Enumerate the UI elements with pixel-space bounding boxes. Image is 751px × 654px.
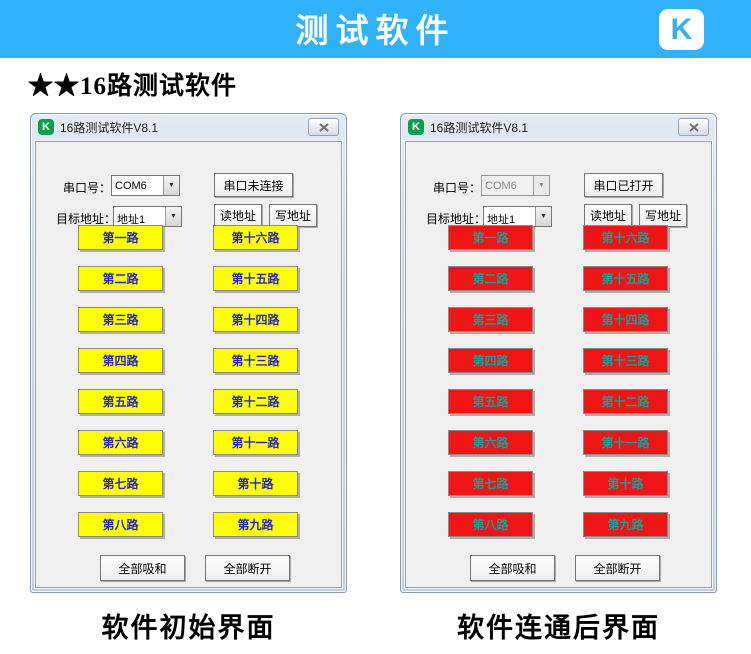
client-area: 串口号： COM6 ▼ 串口已打开 目标地址： 地址1 ▼ 读地址 写地址 第一…	[405, 141, 712, 588]
channel-button[interactable]: 第四路	[78, 348, 163, 373]
page-heading: ★★16路测试软件	[28, 73, 238, 100]
channel-button[interactable]: 第十四路	[583, 307, 668, 332]
read-address-button[interactable]: 读地址	[214, 204, 262, 227]
target-address-label: 目标地址：	[56, 212, 117, 226]
serial-status-button[interactable]: 串口未连接	[214, 173, 293, 197]
channel-button[interactable]: 第十三路	[213, 348, 298, 373]
channel-button[interactable]: 第七路	[448, 471, 533, 496]
channel-column-right: 第十六路第十五路第十四路第十三路第十二路第十一路第十路第九路	[583, 225, 668, 537]
caption-initial: 软件初始界面	[101, 613, 276, 643]
channel-button[interactable]: 第七路	[78, 471, 163, 496]
serial-port-value: COM6	[485, 180, 517, 192]
target-address-select[interactable]: 地址1 ▼	[483, 206, 552, 227]
channel-button[interactable]: 第九路	[213, 512, 298, 537]
channel-column-right: 第十六路第十五路第十四路第十三路第十二路第十一路第十路第九路	[213, 225, 298, 537]
serial-status-button[interactable]: 串口已打开	[584, 173, 663, 197]
serial-port-select: COM6 ▼	[481, 175, 550, 196]
target-address-select[interactable]: 地址1 ▼	[113, 206, 182, 227]
channel-button[interactable]: 第十一路	[213, 430, 298, 455]
close-button[interactable]	[308, 118, 339, 136]
target-address-value: 地址1	[117, 214, 146, 226]
window-title: 16路测试软件V8.1	[430, 120, 529, 135]
all-engage-button[interactable]: 全部吸和	[470, 555, 555, 581]
channel-button[interactable]: 第十二路	[583, 389, 668, 414]
channel-button[interactable]: 第二路	[78, 266, 163, 291]
read-address-button[interactable]: 读地址	[584, 204, 632, 227]
channel-button[interactable]: 第一路	[78, 225, 163, 250]
channel-button[interactable]: 第三路	[78, 307, 163, 332]
channel-button[interactable]: 第十四路	[213, 307, 298, 332]
close-icon	[688, 122, 699, 132]
channel-button[interactable]: 第六路	[78, 430, 163, 455]
channel-button[interactable]: 第十六路	[213, 225, 298, 250]
channel-button[interactable]: 第十路	[583, 471, 668, 496]
channel-button[interactable]: 第十一路	[583, 430, 668, 455]
channel-button[interactable]: 第八路	[448, 512, 533, 537]
close-icon	[318, 122, 329, 132]
all-disconnect-button[interactable]: 全部断开	[575, 555, 660, 581]
channel-button[interactable]: 第五路	[448, 389, 533, 414]
write-address-button[interactable]: 写地址	[269, 204, 317, 227]
dropdown-arrow-icon: ▼	[535, 207, 551, 226]
channel-button[interactable]: 第二路	[448, 266, 533, 291]
caption-connected: 软件连通后界面	[457, 613, 660, 643]
channel-button[interactable]: 第十三路	[583, 348, 668, 373]
serial-port-label: 串口号：	[63, 181, 112, 195]
target-address-label: 目标地址：	[426, 212, 487, 226]
channel-column-left: 第一路第二路第三路第四路第五路第六路第七路第八路	[78, 225, 163, 537]
channel-button[interactable]: 第十二路	[213, 389, 298, 414]
close-button[interactable]	[678, 118, 709, 136]
serial-port-select[interactable]: COM6 ▼	[111, 175, 180, 196]
serial-port-label: 串口号：	[433, 181, 482, 195]
banner-title: 测试软件	[295, 14, 456, 51]
channel-button[interactable]: 第十五路	[583, 266, 668, 291]
brand-logo-icon: K	[659, 9, 704, 50]
channel-button[interactable]: 第十六路	[583, 225, 668, 250]
app-window-connected: K 16路测试软件V8.1 串口号： COM6 ▼ 串口已打开 目标地址： 地址…	[400, 113, 717, 593]
channel-button[interactable]: 第八路	[78, 512, 163, 537]
dropdown-arrow-icon: ▼	[533, 176, 549, 195]
channel-button[interactable]: 第一路	[448, 225, 533, 250]
target-address-value: 地址1	[487, 214, 516, 226]
write-address-button[interactable]: 写地址	[639, 204, 687, 227]
channel-button[interactable]: 第五路	[78, 389, 163, 414]
dropdown-arrow-icon: ▼	[163, 176, 179, 195]
app-icon: K	[408, 119, 424, 135]
channel-button[interactable]: 第三路	[448, 307, 533, 332]
client-area: 串口号： COM6 ▼ 串口未连接 目标地址： 地址1 ▼ 读地址 写地址 第一…	[35, 141, 342, 588]
channel-column-left: 第一路第二路第三路第四路第五路第六路第七路第八路	[448, 225, 533, 537]
window-title: 16路测试软件V8.1	[60, 120, 159, 135]
channel-button[interactable]: 第四路	[448, 348, 533, 373]
channel-button[interactable]: 第十五路	[213, 266, 298, 291]
app-window-initial: K 16路测试软件V8.1 串口号： COM6 ▼ 串口未连接 目标地址： 地址…	[30, 113, 347, 593]
all-engage-button[interactable]: 全部吸和	[100, 555, 185, 581]
app-icon: K	[38, 119, 54, 135]
channel-button[interactable]: 第九路	[583, 512, 668, 537]
dropdown-arrow-icon: ▼	[165, 207, 181, 226]
titlebar: K 16路测试软件V8.1	[31, 114, 346, 140]
titlebar: K 16路测试软件V8.1	[401, 114, 716, 140]
all-disconnect-button[interactable]: 全部断开	[205, 555, 290, 581]
channel-button[interactable]: 第六路	[448, 430, 533, 455]
channel-button[interactable]: 第十路	[213, 471, 298, 496]
top-banner: 测试软件 K	[0, 0, 751, 58]
serial-port-value: COM6	[115, 180, 147, 192]
